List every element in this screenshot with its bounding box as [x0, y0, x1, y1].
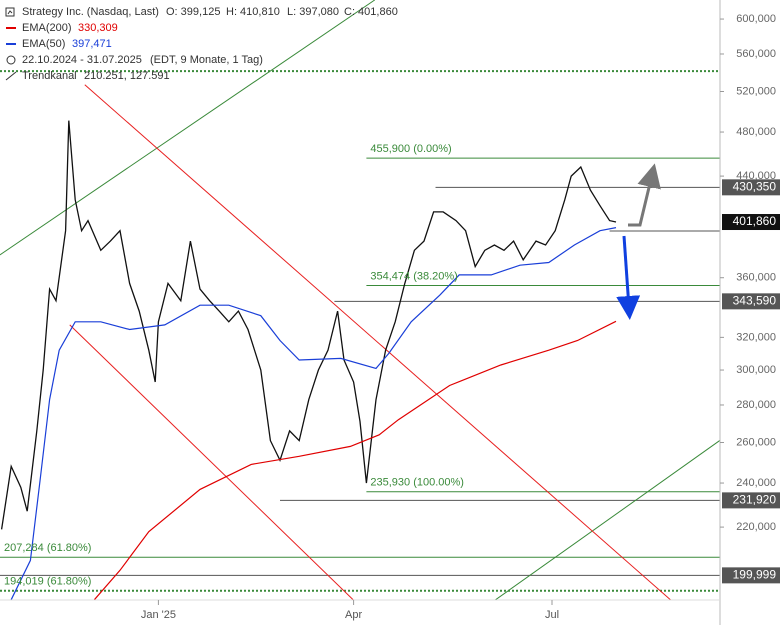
- price-tag-label: 231,920: [733, 493, 777, 507]
- y-tick-label: 360,000: [736, 272, 776, 284]
- legend-label: EMA(50): [22, 38, 65, 50]
- series-line: [93, 320, 617, 600]
- trend-line: [84, 84, 672, 600]
- arrow-up: [628, 163, 661, 227]
- plot-area: [0, 0, 720, 600]
- price-tag: [722, 293, 780, 310]
- price-tag: [722, 179, 780, 196]
- period: 22.10.2024 - 31.07.2025: [22, 54, 142, 66]
- price-tag: [722, 214, 780, 231]
- price-tag-label: 401,860: [733, 214, 777, 228]
- level-label: 207,284 (61.80%): [4, 542, 91, 554]
- period-note: (EDT, 9 Monate, 1 Tag): [150, 54, 263, 66]
- level-label: 235,930 (100.00%): [370, 477, 464, 489]
- icon: [5, 71, 17, 81]
- icon: [6, 55, 16, 65]
- trend-line: [0, 0, 376, 256]
- legend-value: 330,309: [78, 22, 118, 34]
- price-tag: [722, 567, 780, 584]
- y-tick-label: 280,000: [736, 399, 776, 411]
- trend-line: [494, 440, 720, 600]
- legend-label: EMA(200): [22, 22, 72, 34]
- y-tick-label: 440,000: [736, 170, 776, 182]
- title: Strategy Inc. (Nasdaq, Last): [22, 6, 159, 18]
- x-tick-label: Jan '25: [141, 609, 176, 621]
- header-value: L: 397,080: [287, 6, 339, 18]
- price-tag-label: 343,590: [733, 294, 777, 308]
- icon: [5, 7, 15, 17]
- y-tick-label: 220,000: [736, 521, 776, 533]
- y-tick-label: 240,000: [736, 477, 776, 489]
- level-label: 455,900 (0.00%): [370, 143, 451, 155]
- price-tag-label: 430,350: [733, 180, 777, 194]
- y-tick-label: 320,000: [736, 331, 776, 343]
- y-tick-label: 600,000: [736, 13, 776, 25]
- header-value: O: 399,125: [166, 6, 220, 18]
- level-label: 194,019 (61.80%): [4, 576, 91, 588]
- arrow-down: [616, 235, 641, 320]
- y-tick-label: 560,000: [736, 48, 776, 60]
- price-tag-label: 199,999: [733, 568, 777, 582]
- price-tag: [722, 492, 780, 509]
- y-tick-label: 300,000: [736, 364, 776, 376]
- header: Strategy Inc. (Nasdaq, Last) O: 399,125 …: [5, 6, 398, 82]
- level-label: 354,474 (38.20%): [370, 270, 457, 282]
- trend-line: [69, 324, 355, 600]
- series-line: [0, 120, 617, 530]
- legend-value: 397,471: [72, 38, 112, 50]
- header-value: H: 410,810: [226, 6, 280, 18]
- y-tick-label: 480,000: [736, 126, 776, 138]
- y-tick-label: 260,000: [736, 436, 776, 448]
- x-tick-label: Apr: [345, 609, 362, 621]
- series-line: [10, 227, 617, 600]
- header-value: C: 401,860: [344, 6, 398, 18]
- x-tick-label: Jul: [545, 609, 559, 621]
- channel-values: 210.251, 127.591: [84, 70, 170, 82]
- channel-label: Trendkanal: [22, 70, 77, 82]
- y-tick-label: 520,000: [736, 85, 776, 97]
